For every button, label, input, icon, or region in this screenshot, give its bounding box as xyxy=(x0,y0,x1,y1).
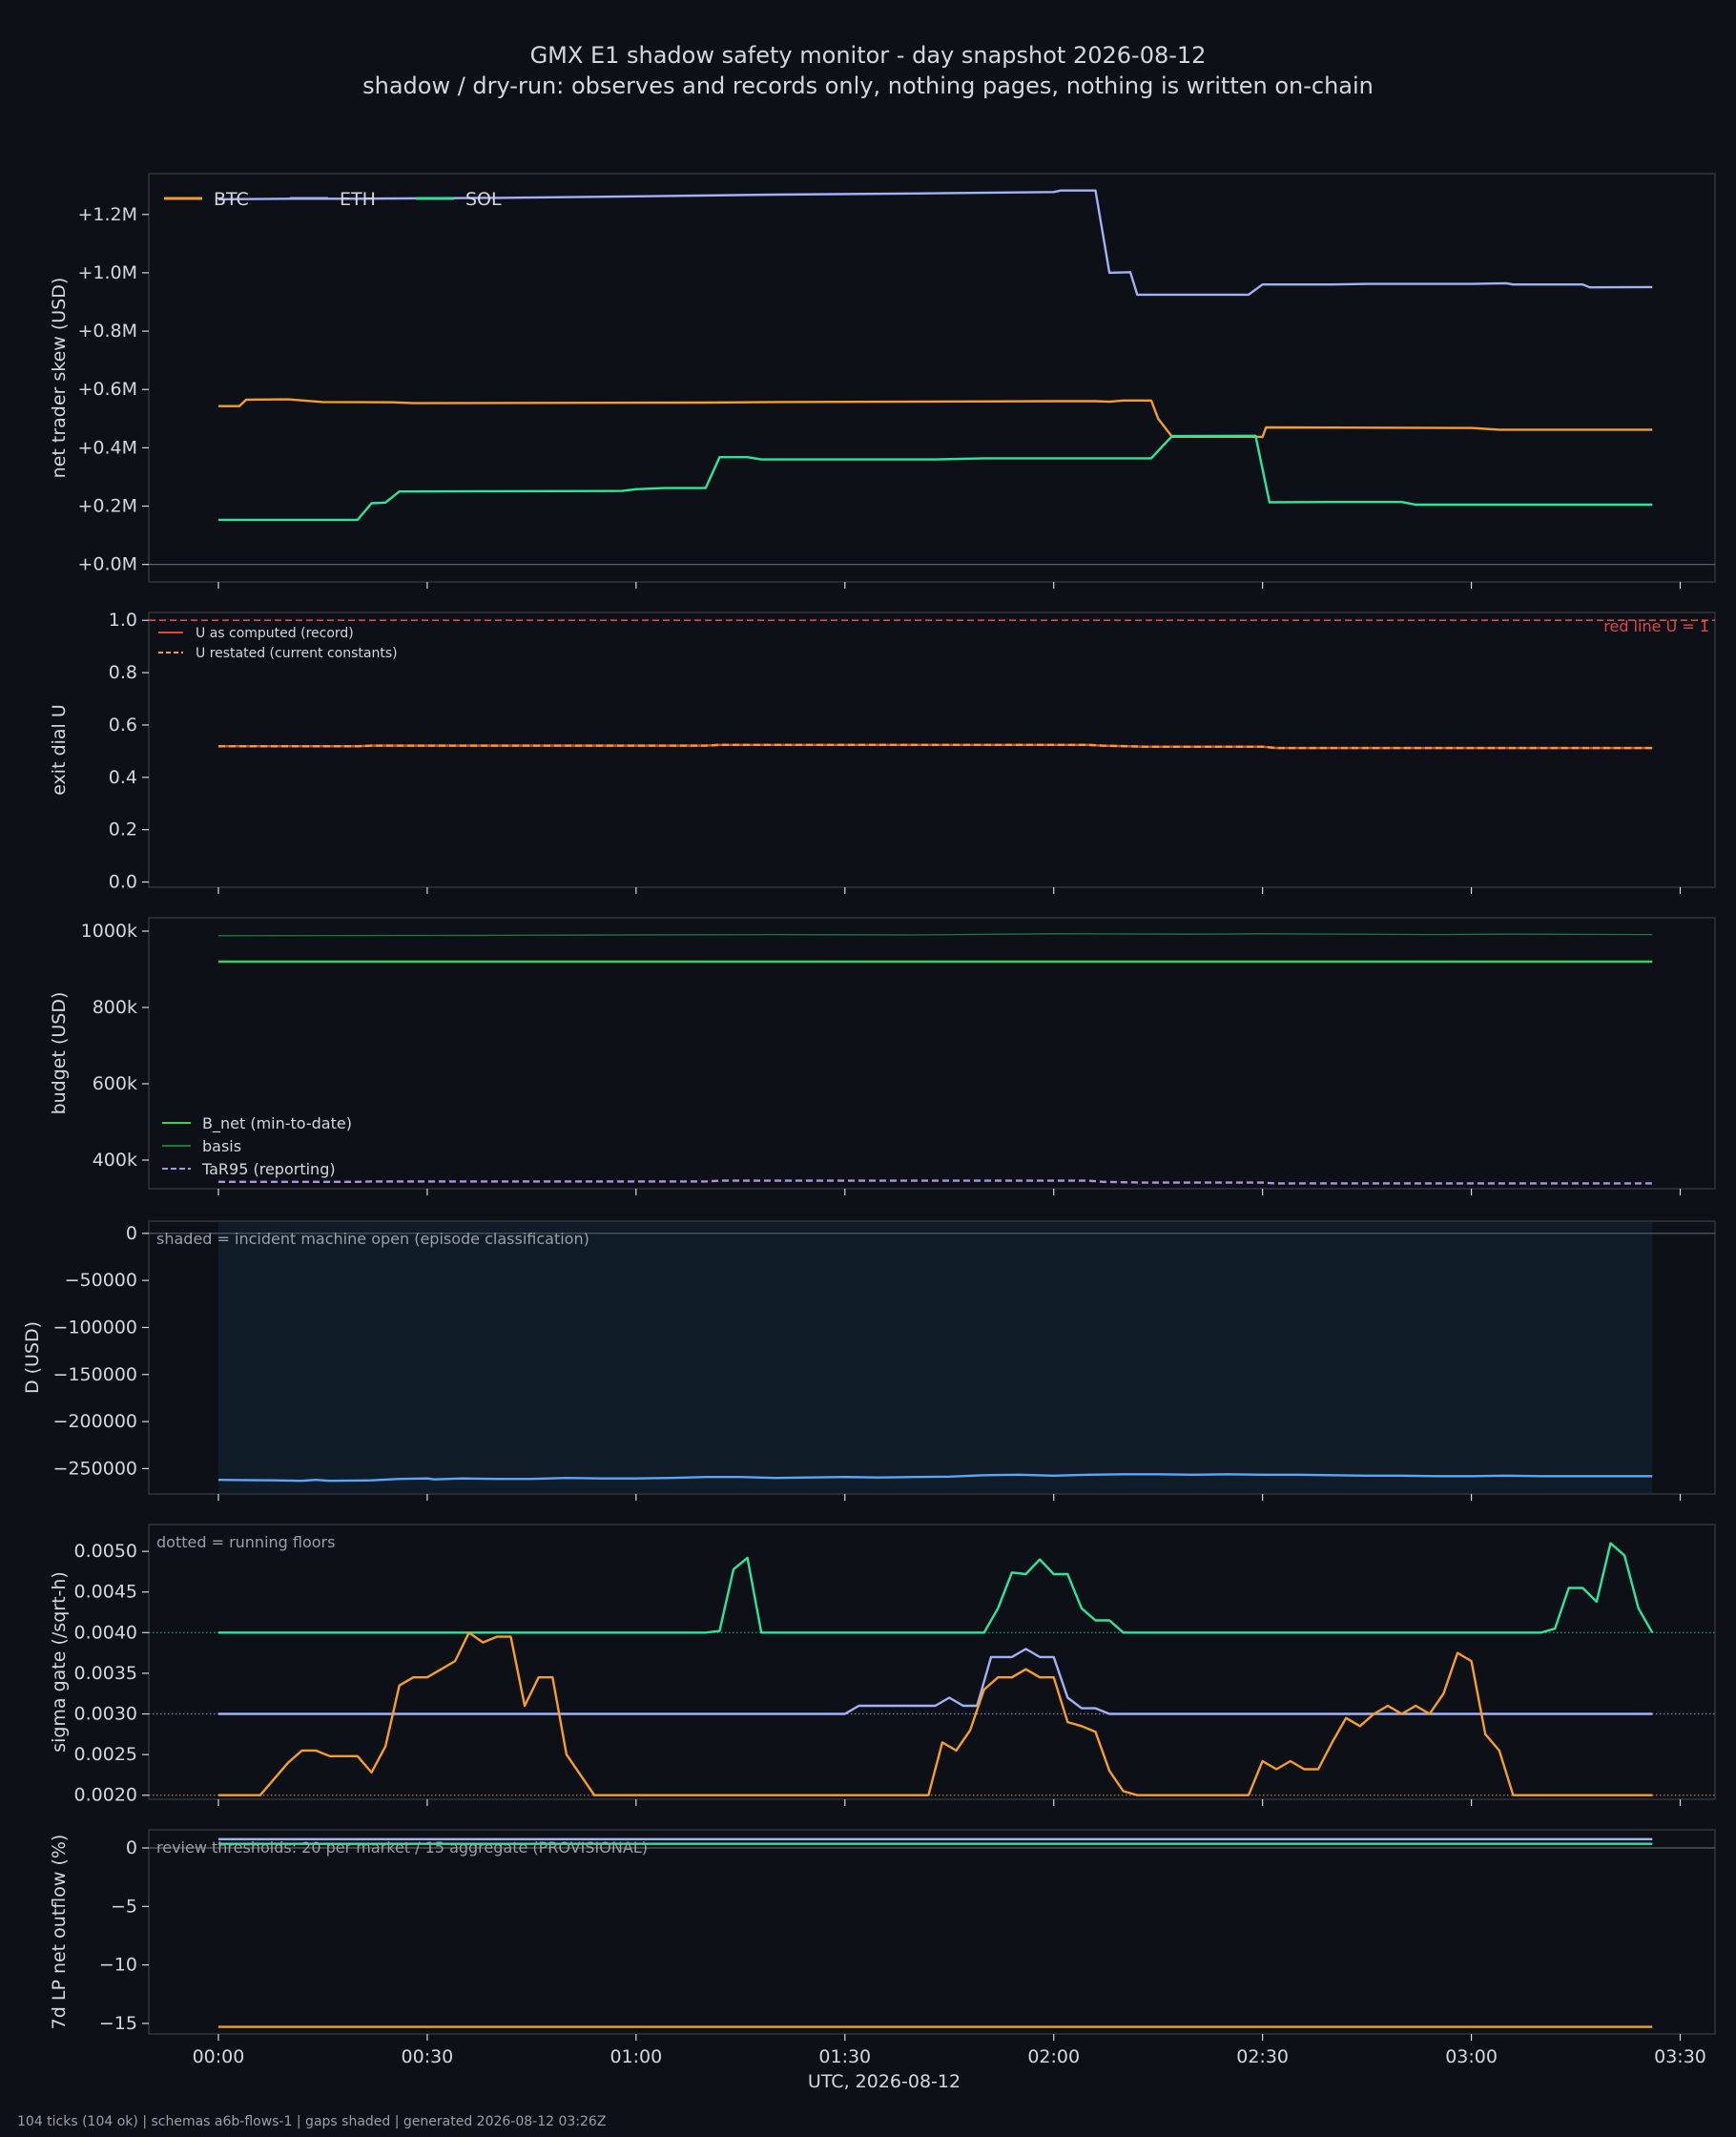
x-tick-label: 02:30 xyxy=(1236,2046,1289,2067)
panel-sigma-gate: 0.0020 0.0025 0.0030 0.0035 0.0040 0.0045 0.00… xyxy=(49,1524,1716,1806)
series-line xyxy=(217,189,1653,297)
x-tick-label: 03:30 xyxy=(1654,2046,1706,2067)
y-tick-label: 0 xyxy=(126,1837,137,1858)
y-tick-label: 0.0035 xyxy=(74,1663,137,1684)
legend-label: SOL xyxy=(465,189,502,210)
annotation-text: dotted = running floors xyxy=(156,1533,335,1551)
y-axis-label: net trader skew (USD) xyxy=(49,278,70,479)
y-axis-label: D (USD) xyxy=(22,1321,43,1394)
y-axis-label: exit dial U xyxy=(49,704,70,796)
series-line xyxy=(218,434,1653,522)
legend-label: U restated (current constants) xyxy=(196,646,398,661)
series-line xyxy=(218,1179,1653,1185)
legend-label: B_net (min-to-date) xyxy=(202,1114,352,1133)
y-tick-label: 0.6 xyxy=(109,715,137,736)
series-line xyxy=(217,1473,1653,1483)
y-tick-label: 400k xyxy=(93,1150,137,1171)
x-axis-label: UTC, 2026-08-12 xyxy=(808,2071,961,2092)
panel-d: 0 −50000 −100000 −150000 −200000 −250000 D (US… xyxy=(22,1220,1716,1501)
axes-frame xyxy=(148,173,1716,583)
y-axis-label: budget (USD) xyxy=(49,992,70,1115)
y-axis-label: sigma gate (/sqrt-h) xyxy=(49,1571,70,1753)
x-tick-label: 00:00 xyxy=(193,2046,245,2067)
y-tick-label: 0.0030 xyxy=(74,1704,137,1725)
series-line xyxy=(217,933,1653,937)
legend-label: ETH xyxy=(340,189,376,210)
y-tick-label: +0.4M xyxy=(77,437,137,458)
y-tick-label: 0 xyxy=(126,1223,137,1244)
series-line xyxy=(218,1631,1653,1796)
legend-label: basis xyxy=(202,1137,241,1155)
x-tick-label: 02:00 xyxy=(1027,2046,1080,2067)
x-tick-label: 01:00 xyxy=(610,2046,662,2067)
axes-frame xyxy=(148,917,1716,1190)
x-tick-label: 00:30 xyxy=(402,2046,454,2067)
y-tick-label: 0.0025 xyxy=(74,1744,137,1765)
series-line xyxy=(218,1542,1654,1634)
y-tick-label: 0.2 xyxy=(109,820,137,840)
y-tick-label: 0.0 xyxy=(109,872,137,893)
y-axis-label: 7d LP net outflow (%) xyxy=(49,1835,70,2030)
figure-subtitle: shadow / dry-run: observes and records o… xyxy=(362,73,1374,99)
y-tick-label: −5 xyxy=(111,1896,137,1917)
annotation-text: review thresholds: 20 per market / 15 ag… xyxy=(156,1838,648,1857)
annotation-text: shaded = incident machine open (episode … xyxy=(156,1230,589,1248)
annotation-text: red line U = 1 xyxy=(1603,617,1709,635)
y-tick-label: +0.8M xyxy=(77,321,137,342)
y-tick-label: 600k xyxy=(93,1073,137,1094)
y-tick-label: +1.2M xyxy=(77,204,137,225)
axes-frame xyxy=(148,1524,1716,1800)
y-tick-label: +0.0M xyxy=(77,554,137,575)
figure-title: GMX E1 shadow safety monitor - day snaps… xyxy=(530,42,1207,69)
y-tick-label: −200000 xyxy=(53,1411,137,1432)
y-tick-label: −150000 xyxy=(53,1364,137,1385)
y-tick-label: −50000 xyxy=(65,1270,137,1291)
y-tick-label: +0.2M xyxy=(77,496,137,517)
y-tick-label: 0.8 xyxy=(109,662,137,683)
axes-frame xyxy=(148,1829,1716,2035)
series-line xyxy=(218,743,1653,750)
legend-label: U as computed (record) xyxy=(196,626,354,641)
legend-label: BTC xyxy=(214,189,249,210)
panel-budget: 400k 600k 800k 1000k budget (USD) B_net (min-… xyxy=(49,917,1716,1195)
series-line xyxy=(218,1648,1653,1715)
panel-lp-outflow: 0 −5 −10 −15 00:00 00:30 01:00 01:30 02:00 02:30 0… xyxy=(49,1829,1716,2092)
panel-skew: +0.0M +0.2M +0.4M +0.6M +0.8M +1.0M +1.2M net t… xyxy=(49,173,1716,589)
y-tick-label: +1.0M xyxy=(77,262,137,283)
incident-shade xyxy=(217,1222,1653,1493)
x-tick-label: 03:00 xyxy=(1445,2046,1498,2067)
y-tick-label: 0.0040 xyxy=(74,1622,137,1643)
y-tick-label: 0.0050 xyxy=(74,1541,137,1562)
y-tick-label: −100000 xyxy=(53,1317,137,1338)
y-tick-label: −250000 xyxy=(53,1458,137,1479)
legend-label: TaR95 (reporting) xyxy=(201,1160,336,1178)
y-tick-label: 800k xyxy=(93,997,137,1018)
y-tick-label: 0.0045 xyxy=(74,1582,137,1603)
y-tick-label: 1000k xyxy=(81,921,137,942)
y-tick-label: 1.0 xyxy=(109,610,137,631)
panel-exit-dial: 0.0 0.2 0.4 0.6 0.8 1.0 exit dial U red line U … xyxy=(49,610,1716,894)
y-tick-label: 0.0020 xyxy=(74,1785,137,1806)
y-tick-label: +0.6M xyxy=(77,379,137,400)
axes-frame xyxy=(148,612,1716,888)
y-tick-label: 0.4 xyxy=(109,767,137,788)
y-tick-label: −10 xyxy=(99,1955,137,1976)
series-line xyxy=(218,398,1653,439)
x-tick-label: 01:30 xyxy=(818,2046,871,2067)
footer-status: 104 ticks (104 ok) | schemas a6b-flows-1… xyxy=(17,2114,606,2129)
y-tick-label: −15 xyxy=(99,2013,137,2034)
